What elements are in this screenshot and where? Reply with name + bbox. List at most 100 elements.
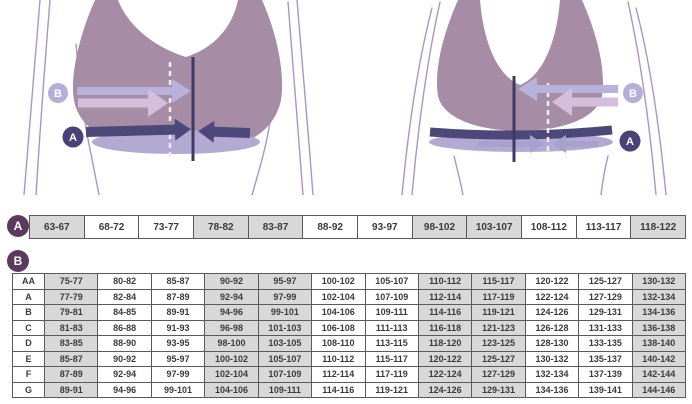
bust-range-cell: 112-114 xyxy=(312,367,365,382)
bust-range-cell: 126-128 xyxy=(525,320,579,335)
bust-range-cell: 82-84 xyxy=(98,289,151,304)
bust-range-cell: 85-87 xyxy=(45,351,98,366)
underbust-range-cell: 113-117 xyxy=(576,216,631,238)
bust-range-cell: 128-130 xyxy=(525,336,579,351)
cup-row-label: AA xyxy=(13,274,44,289)
measurement-illustrations: B A xyxy=(0,0,692,195)
underbust-range-cell: 103-107 xyxy=(467,216,521,238)
back-a-label: A xyxy=(619,130,641,152)
cup-row-label: D xyxy=(13,336,44,351)
bust-range-cell: 131-133 xyxy=(579,320,632,335)
bust-range-cell: 85-87 xyxy=(151,274,205,289)
bust-range-cell: 115-117 xyxy=(472,274,525,289)
back-b-label: B xyxy=(623,83,643,103)
bust-range-cell: 144-146 xyxy=(632,382,685,397)
bust-range-cell: 107-109 xyxy=(258,367,312,382)
back-bra-shape xyxy=(436,0,604,131)
front-a-label: A xyxy=(62,126,84,148)
bust-range-cell: 119-121 xyxy=(472,305,525,320)
underbust-range-cell: 93-97 xyxy=(358,216,412,238)
bust-range-cell: 133-135 xyxy=(579,336,632,351)
svg-text:B: B xyxy=(54,88,62,100)
measure-b-badge-letter: B xyxy=(13,254,23,268)
bust-range-cell: 122-124 xyxy=(418,367,472,382)
front-bra-shape xyxy=(72,0,283,146)
bust-range-cell: 129-131 xyxy=(472,382,525,397)
bust-arrow-pink-icon xyxy=(78,89,168,117)
bust-range-cell: 125-127 xyxy=(472,351,525,366)
bust-range-cell: 90-92 xyxy=(205,274,258,289)
bust-range-cell: 97-99 xyxy=(258,289,312,304)
bust-range-cell: 102-104 xyxy=(205,367,258,382)
bust-range-cell: 101-103 xyxy=(258,320,312,335)
bust-range-cell: 77-79 xyxy=(45,289,98,304)
bust-range-cell: 121-123 xyxy=(472,320,525,335)
bust-range-cell: 130-132 xyxy=(525,351,579,366)
bust-range-cell: 91-93 xyxy=(151,320,205,335)
bust-range-cell: 87-89 xyxy=(151,289,205,304)
measure-a-badge: A xyxy=(7,215,29,237)
cup-row-label: G xyxy=(13,382,44,397)
svg-text:A: A xyxy=(626,136,634,148)
bust-range-cell: 100-102 xyxy=(205,351,258,366)
bust-range-cell: 102-104 xyxy=(312,289,365,304)
cup-row-label: C xyxy=(13,320,44,335)
bust-range-cell: 104-106 xyxy=(312,305,365,320)
bust-range-cell: 89-91 xyxy=(45,382,98,397)
cup-size-table: AA 75-77 80-82 85-87 90-92 95-97 100-102 105-10… xyxy=(12,273,686,398)
bust-range-cell: 95-97 xyxy=(258,274,312,289)
bust-range-cell: 94-96 xyxy=(98,382,151,397)
underbust-range-cell: 108-112 xyxy=(522,216,576,238)
bust-range-cell: 114-116 xyxy=(312,382,365,397)
underbust-range-cell: 73-77 xyxy=(139,216,193,238)
bust-range-cell: 124-126 xyxy=(418,382,472,397)
bust-range-cell: 87-89 xyxy=(45,367,98,382)
underbust-range-cell: 88-92 xyxy=(303,216,357,238)
back-band-arrow-left-icon xyxy=(552,135,598,153)
bust-range-cell: 83-85 xyxy=(45,336,98,351)
bust-range-cell: 104-106 xyxy=(205,382,258,397)
bust-range-cell: 132-134 xyxy=(525,367,579,382)
bust-arrow-light-icon xyxy=(77,79,191,103)
back-bust-arrow-pink-icon xyxy=(552,88,618,116)
bust-range-cell: 122-124 xyxy=(525,289,579,304)
bust-range-cell: 98-100 xyxy=(205,336,258,351)
cup-row-label: A xyxy=(13,289,44,304)
svg-text:A: A xyxy=(69,132,77,144)
bust-range-cell: 127-129 xyxy=(579,289,632,304)
bust-range-cell: 103-105 xyxy=(258,336,312,351)
bust-range-cell: 75-77 xyxy=(45,274,98,289)
bust-range-cell: 94-96 xyxy=(205,305,258,320)
underbust-range-cell: 118-122 xyxy=(631,216,685,238)
underbust-arrow-left-icon xyxy=(85,118,191,141)
bust-range-cell: 142-144 xyxy=(632,367,685,382)
cup-row-label: E xyxy=(13,351,44,366)
bust-range-cell: 114-116 xyxy=(418,305,472,320)
bust-range-cell: 119-121 xyxy=(365,382,418,397)
bust-range-cell: 112-114 xyxy=(418,289,472,304)
bust-range-cell: 90-92 xyxy=(98,351,151,366)
back-band-shape xyxy=(429,125,613,140)
bust-range-cell: 81-83 xyxy=(45,320,98,335)
bust-range-cell: 116-118 xyxy=(418,320,472,335)
measure-a-badge-letter: A xyxy=(13,219,23,233)
bust-range-cell: 136-138 xyxy=(632,320,685,335)
bust-range-cell: 99-101 xyxy=(151,382,205,397)
underbust-arrow-right-icon xyxy=(198,120,251,143)
cup-row-label: F xyxy=(13,367,44,382)
bust-range-cell: 110-112 xyxy=(418,274,472,289)
back-band-arrow-right-icon xyxy=(478,135,544,153)
bust-range-cell: 99-101 xyxy=(258,305,312,320)
bust-range-cell: 123-125 xyxy=(472,336,525,351)
underbust-range-cell: 68-72 xyxy=(84,216,139,238)
underbust-range-cell: 78-82 xyxy=(194,216,248,238)
bust-range-cell: 134-136 xyxy=(632,305,685,320)
bust-range-cell: 125-127 xyxy=(579,274,632,289)
bust-range-cell: 129-131 xyxy=(579,305,632,320)
bust-range-cell: 108-110 xyxy=(312,336,365,351)
bust-range-cell: 106-108 xyxy=(312,320,365,335)
back-bust-arrow-light-icon xyxy=(518,77,618,101)
bust-range-cell: 79-81 xyxy=(45,305,98,320)
underbust-range-cell: 63-67 xyxy=(30,216,84,238)
